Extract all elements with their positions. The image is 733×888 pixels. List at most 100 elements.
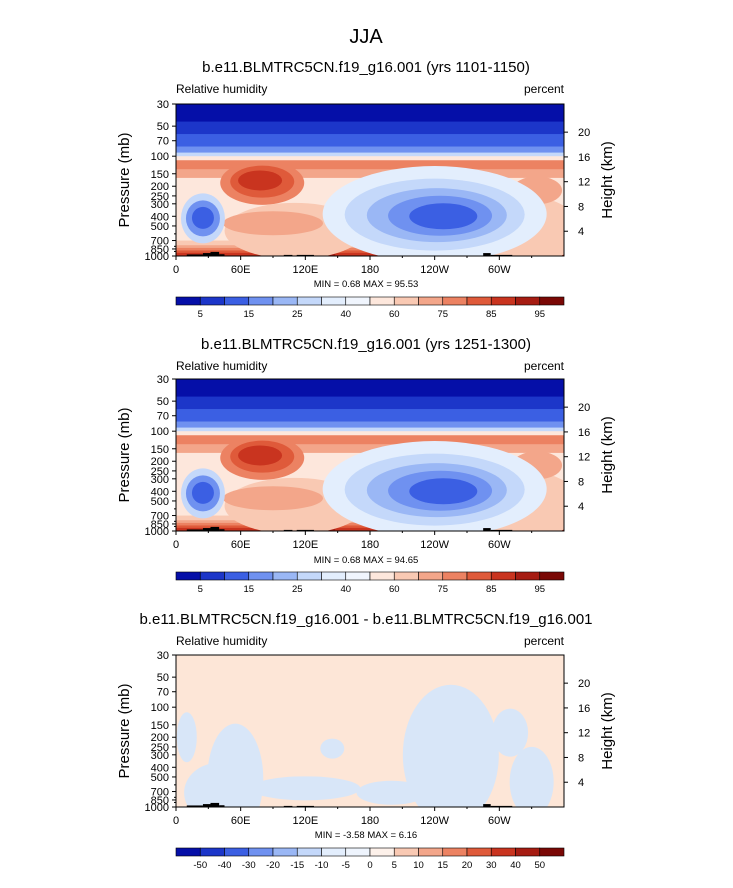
colorbar-label: 20 [462,860,473,871]
colorbar-bin [345,571,371,581]
colorbar-label: 95 [534,309,545,320]
y-tick-label: 500 [151,772,169,784]
topography-block [202,528,211,531]
colorbar-label: 50 [534,860,545,871]
colorbar-label: 40 [340,309,351,320]
topography-block [490,805,513,807]
upper-max-core [238,170,283,191]
min-max-stats: MIN = -3.58 MAX = 6.16 [315,830,417,841]
y2-tick-label: 4 [578,777,584,789]
colorbar-bin [248,571,274,581]
x-tick-label: 0 [173,539,179,551]
colorbar-label: 15 [243,309,254,320]
x-tick-label: 120W [420,539,449,551]
colorbar-label: 25 [292,309,303,320]
y-tick-label: 1000 [145,802,169,814]
x-tick-label: 60W [488,264,511,276]
colorbar-bin [418,296,444,306]
dry-west-core [191,206,214,229]
negative-patch-9 [176,712,197,763]
colorbar-bin [490,847,516,857]
panel-title: b.e11.BLMTRC5CN.f19_g16.001 (yrs 1251-13… [201,336,531,353]
lower-band-5 [176,252,564,256]
colorbar-label: 15 [243,584,254,595]
dry-west-core [191,481,214,504]
colorbar-bin [442,296,468,306]
colorbar-label: -10 [315,860,329,871]
y-tick-label: 100 [151,702,169,714]
x-tick-label: 120W [420,815,449,827]
y-tick-label: 200 [151,456,169,468]
y-tick-label: 100 [151,426,169,438]
y-tick-label: 70 [157,136,169,148]
y-tick-label: 150 [151,169,169,181]
y-tick-label: 100 [151,151,169,163]
colorbar-bin [345,296,371,306]
colorbar-bin [321,296,347,306]
contour-field [176,104,564,256]
colorbar-label: 85 [486,309,497,320]
colorbar-bin [296,571,322,581]
colorbar-label: 75 [437,309,448,320]
y-tick-label: 30 [157,374,169,386]
y2-tick-label: 20 [578,678,590,690]
y2-tick-label: 12 [578,177,590,189]
colorbar-bin [248,296,274,306]
topography-block [483,253,491,256]
mid-band-west-core [223,211,323,236]
colorbar-label: 60 [389,584,400,595]
colorbar-bin [393,571,419,581]
mid-band-west-core [223,486,323,511]
topography-block [186,529,203,531]
y-tick-label: 250 [151,742,169,754]
y-tick-label: 1000 [145,251,169,263]
topography-block [202,804,211,807]
y-axis-label: Pressure (mb) [116,683,133,778]
units-label: percent [524,634,565,648]
units-label: percent [524,359,565,373]
y2-axis-label: Height (km) [599,416,616,494]
colorbar-bin [539,847,565,857]
colorbar-bin [296,296,322,306]
y2-tick-label: 12 [578,452,590,464]
colorbar-bin [515,847,541,857]
y-tick-label: 50 [157,672,169,684]
y2-tick-label: 8 [578,476,584,488]
colorbar-label: 10 [413,860,424,871]
y2-tick-label: 20 [578,402,590,414]
colorbar-label: 30 [486,860,497,871]
x-tick-label: 180 [361,815,379,827]
colorbar-bin [272,847,298,857]
x-tick-label: 180 [361,264,379,276]
x-tick-label: 120E [292,264,318,276]
colorbar-bin [539,571,565,581]
y-tick-label: 200 [151,181,169,193]
strato-band-5 [176,104,564,122]
colorbar-bin [393,296,419,306]
panel-title: b.e11.BLMTRC5CN.f19_g16.001 - b.e11.BLMT… [139,611,592,628]
x-tick-label: 60W [488,539,511,551]
colorbar-bin [321,571,347,581]
colorbar-bin [515,571,541,581]
colorbar-bin [175,847,201,857]
upper-max-core [238,445,283,466]
colorbar-bin [369,571,395,581]
colorbar-label: 60 [389,309,400,320]
colorbar-bin [490,296,516,306]
colorbar-label: -15 [290,860,304,871]
negative-patch-7 [492,708,529,757]
topography-block [219,529,225,531]
y-tick-label: 50 [157,121,169,133]
topography-block [219,254,225,256]
colorbar-bin [224,571,250,581]
panel-2: b.e11.BLMTRC5CN.f19_g16.001 (yrs 1251-13… [116,336,616,595]
negative-patch-8 [320,738,345,759]
colorbar-bin [490,571,516,581]
contour-field [176,655,564,807]
lower-band-5 [176,527,564,531]
topography-block [296,805,314,807]
y-tick-label: 850 [151,795,169,807]
colorbar-bin [272,571,298,581]
colorbar-bin [272,296,298,306]
y-tick-label: 30 [157,99,169,111]
